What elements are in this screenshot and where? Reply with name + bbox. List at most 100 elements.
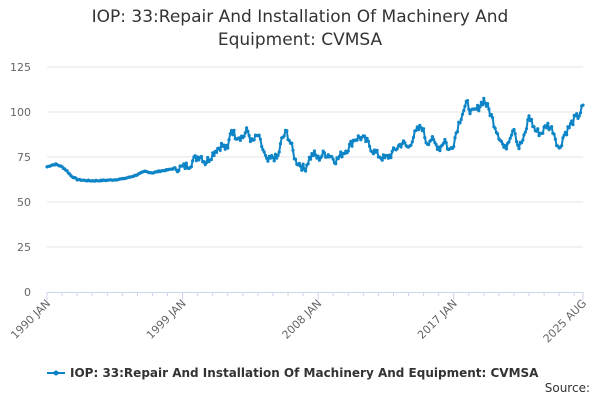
data-point[interactable] (509, 133, 514, 137)
data-point[interactable] (355, 138, 359, 142)
data-point[interactable] (570, 119, 574, 123)
data-point[interactable] (189, 165, 193, 169)
data-point[interactable] (276, 153, 280, 157)
data-point[interactable] (508, 136, 512, 140)
data-point[interactable] (562, 133, 566, 137)
data-point[interactable] (245, 126, 249, 130)
data-point[interactable] (575, 112, 579, 116)
data-point[interactable] (385, 153, 389, 158)
data-point[interactable] (197, 158, 201, 162)
data-point[interactable] (311, 154, 315, 158)
data-point[interactable] (285, 129, 289, 133)
data-point[interactable] (459, 117, 463, 122)
data-point[interactable] (291, 148, 295, 152)
data-point[interactable] (312, 149, 316, 153)
data-point[interactable] (206, 155, 210, 160)
data-point[interactable] (314, 153, 318, 157)
data-point[interactable] (350, 144, 354, 148)
data-point[interactable] (535, 129, 539, 133)
data-point[interactable] (467, 107, 471, 111)
data-point[interactable] (211, 151, 215, 155)
data-point[interactable] (260, 145, 264, 149)
data-point[interactable] (452, 145, 456, 149)
data-point[interactable] (438, 149, 442, 153)
data-point[interactable] (202, 160, 206, 164)
data-point[interactable] (212, 153, 216, 158)
data-point[interactable] (521, 138, 525, 142)
data-point[interactable] (517, 147, 521, 151)
data-point[interactable] (552, 132, 556, 136)
data-point[interactable] (414, 128, 418, 132)
series-line[interactable] (46, 97, 584, 183)
data-point[interactable] (304, 169, 308, 173)
data-point[interactable] (410, 140, 414, 144)
data-point[interactable] (257, 133, 261, 137)
data-point[interactable] (340, 155, 344, 159)
data-point[interactable] (320, 154, 324, 158)
data-point[interactable] (398, 142, 402, 147)
data-point[interactable] (287, 139, 291, 143)
data-point[interactable] (258, 137, 262, 141)
data-point[interactable] (389, 156, 393, 160)
data-point[interactable] (339, 150, 343, 154)
data-point[interactable] (322, 151, 326, 155)
data-point[interactable] (330, 155, 334, 159)
data-point[interactable] (266, 159, 270, 163)
data-point[interactable] (346, 149, 350, 153)
data-point[interactable] (301, 162, 305, 166)
data-point[interactable] (432, 137, 436, 142)
data-point[interactable] (519, 141, 524, 145)
data-point[interactable] (537, 134, 541, 138)
data-point[interactable] (275, 156, 279, 160)
data-point[interactable] (204, 161, 208, 165)
data-point[interactable] (381, 153, 385, 157)
data-point[interactable] (184, 161, 188, 165)
data-point[interactable] (417, 128, 421, 132)
data-point[interactable] (499, 139, 503, 143)
data-point[interactable] (415, 125, 419, 129)
data-point[interactable] (567, 126, 571, 130)
data-point[interactable] (578, 111, 583, 115)
data-point[interactable] (483, 101, 487, 105)
data-point[interactable] (513, 132, 517, 136)
data-point[interactable] (487, 107, 491, 111)
data-point[interactable] (226, 146, 230, 150)
data-point[interactable] (242, 134, 246, 138)
data-point[interactable] (246, 129, 250, 133)
data-point[interactable] (265, 156, 269, 160)
data-point[interactable] (218, 148, 222, 152)
data-point[interactable] (474, 107, 478, 111)
data-point[interactable] (536, 127, 540, 131)
data-point[interactable] (209, 158, 213, 162)
data-point[interactable] (229, 128, 234, 133)
data-point[interactable] (317, 158, 321, 162)
data-point[interactable] (541, 131, 545, 135)
data-point[interactable] (232, 128, 236, 132)
data-point[interactable] (199, 154, 203, 159)
data-point[interactable] (434, 142, 438, 147)
data-point[interactable] (503, 143, 507, 148)
data-point[interactable] (247, 133, 251, 138)
data-point[interactable] (482, 96, 486, 100)
data-point[interactable] (214, 150, 219, 154)
data-point[interactable] (444, 141, 448, 145)
data-point[interactable] (526, 118, 530, 122)
data-point[interactable] (243, 131, 247, 135)
data-point[interactable] (183, 166, 187, 171)
data-point[interactable] (501, 142, 505, 146)
data-point[interactable] (523, 130, 527, 134)
data-point[interactable] (550, 125, 554, 129)
data-point[interactable] (422, 127, 426, 131)
data-point[interactable] (366, 139, 370, 143)
data-point[interactable] (463, 104, 467, 108)
data-point[interactable] (481, 103, 485, 107)
data-point[interactable] (553, 137, 558, 141)
data-point[interactable] (349, 139, 353, 143)
data-point[interactable] (423, 136, 427, 140)
data-point[interactable] (337, 154, 342, 158)
data-point[interactable] (371, 152, 375, 156)
data-point[interactable] (334, 162, 338, 166)
data-point[interactable] (231, 133, 235, 137)
data-point[interactable] (565, 133, 569, 137)
data-point[interactable] (297, 161, 301, 165)
